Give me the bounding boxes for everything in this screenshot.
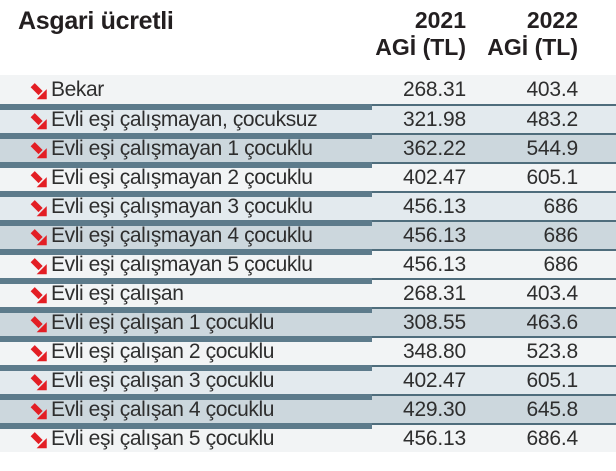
row-value-2021: 321.98 [402,107,466,131]
row-value-2022: 403.4 [526,77,578,101]
agi-table: Bekar 268.31 403.4 Evli eşi çalışmayan, … [0,75,616,452]
row-value-2021: 456.13 [402,194,466,218]
row-label: Evli eşi çalışan 5 çocuklu [51,426,275,450]
row-label: Evli eşi çalışmayan 3 çocuklu [51,194,313,218]
title-cell: Asgari ücretli [0,7,366,36]
down-right-arrow-icon [28,82,49,100]
table-row: Evli eşi çalışan 2 çocuklu 348.80 523.8 [0,336,616,365]
table-row: Evli eşi çalışan 4 çocuklu 429.30 645.8 [0,394,616,423]
row-label: Evli eşi çalışan 1 çocuklu [51,310,275,334]
down-right-arrow-icon [28,315,49,333]
down-right-arrow-icon [28,112,49,130]
row-value-2022: 686 [543,223,579,247]
table-row: Evli eşi çalışmayan 3 çocuklu 456.13 686 [0,191,616,220]
row-label: Evli eşi çalışmayan 4 çocuklu [51,223,313,247]
row-label: Evli eşi çalışmayan 5 çocuklu [51,252,313,276]
row-label: Bekar [51,77,104,101]
table-row: Evli eşi çalışan 1 çocuklu 308.55 463.6 [0,307,616,336]
row-value-2022: 523.8 [526,339,578,363]
row-label: Evli eşi çalışan [51,281,184,305]
row-value-2022: 686 [543,252,579,276]
row-label-cell: Evli eşi çalışan 3 çocuklu [0,369,366,393]
row-value-2021: 308.55 [402,310,466,334]
down-right-arrow-icon [28,257,49,275]
row-label-cell: Evli eşi çalışan 1 çocuklu [0,311,366,335]
column-unit-2022: AGİ (TL) [487,34,578,60]
row-label-cell: Evli eşi çalışan [0,282,366,306]
row-label-cell: Evli eşi çalışan 4 çocuklu [0,398,366,422]
table-row: Evli eşi çalışmayan, çocuksuz 321.98 483… [0,104,616,133]
row-label-cell: Evli eşi çalışmayan 1 çocuklu [0,137,366,161]
row-value-2021: 456.13 [402,223,466,247]
row-label-cell: Evli eşi çalışmayan 4 çocuklu [0,224,366,248]
down-right-arrow-icon [28,199,49,217]
row-value-2021: 268.31 [402,281,466,305]
row-value-2022: 686.4 [526,426,578,450]
row-value-2022: 403.4 [526,281,578,305]
row-label-cell: Bekar [0,78,366,102]
row-label: Evli eşi çalışmayan 2 çocuklu [51,165,313,189]
row-value-2022: 544.9 [526,136,578,160]
row-label-cell: Evli eşi çalışmayan 2 çocuklu [0,166,366,190]
row-value-2022: 645.8 [526,397,578,421]
down-right-arrow-icon [28,286,49,304]
row-value-2021: 402.47 [402,165,466,189]
table-row: Evli eşi çalışan 268.31 403.4 [0,278,616,307]
row-value-2021: 429.30 [402,397,466,421]
row-label-cell: Evli eşi çalışmayan 5 çocuklu [0,253,366,277]
column-year-2021: 2021 [414,7,466,33]
table-row: Evli eşi çalışmayan 2 çocuklu 402.47 605… [0,162,616,191]
row-value-2021: 456.13 [402,426,466,450]
row-label: Evli eşi çalışan 3 çocuklu [51,368,275,392]
row-label: Evli eşi çalışmayan, çocuksuz [51,107,318,131]
table-row: Evli eşi çalışmayan 5 çocuklu 456.13 686 [0,249,616,278]
row-value-2022: 686 [543,194,579,218]
table-row: Evli eşi çalışmayan 1 çocuklu 362.22 544… [0,133,616,162]
row-label: Evli eşi çalışan 2 çocuklu [51,339,275,363]
row-value-2021: 362.22 [402,136,466,160]
row-label-cell: Evli eşi çalışmayan, çocuksuz [0,108,366,132]
table-row: Evli eşi çalışan 3 çocuklu 402.47 605.1 [0,365,616,394]
down-right-arrow-icon [28,373,49,391]
row-value-2021: 402.47 [402,368,466,392]
row-label: Evli eşi çalışan 4 çocuklu [51,397,275,421]
down-right-arrow-icon [28,170,49,188]
row-value-2021: 268.31 [402,77,466,101]
row-value-2021: 456.13 [402,252,466,276]
column-header-2021: 2021 AGİ (TL) [366,7,466,61]
down-right-arrow-icon [28,344,49,362]
column-header-2022: 2022 AGİ (TL) [466,7,578,61]
table-row: Evli eşi çalışmayan 4 çocuklu 456.13 686 [0,220,616,249]
column-year-2022: 2022 [526,7,578,33]
down-right-arrow-icon [28,431,49,449]
row-label-cell: Evli eşi çalışmayan 3 çocuklu [0,195,366,219]
table-header: Asgari ücretli 2021 AGİ (TL) 2022 AGİ (T… [0,0,616,75]
down-right-arrow-icon [28,141,49,159]
table-row: Evli eşi çalışan 5 çocuklu 456.13 686.4 [0,423,616,452]
table-row: Bekar 268.31 403.4 [0,75,616,104]
row-label-cell: Evli eşi çalışan 2 çocuklu [0,340,366,364]
row-value-2022: 483.2 [526,107,578,131]
page-title: Asgari ücretli [18,7,174,35]
row-label-cell: Evli eşi çalışan 5 çocuklu [0,427,366,451]
row-value-2022: 463.6 [526,310,578,334]
row-label: Evli eşi çalışmayan 1 çocuklu [51,136,313,160]
row-value-2022: 605.1 [526,165,578,189]
row-value-2021: 348.80 [402,339,466,363]
down-right-arrow-icon [28,402,49,420]
down-right-arrow-icon [28,228,49,246]
column-unit-2021: AGİ (TL) [375,34,466,60]
row-value-2022: 605.1 [526,368,578,392]
